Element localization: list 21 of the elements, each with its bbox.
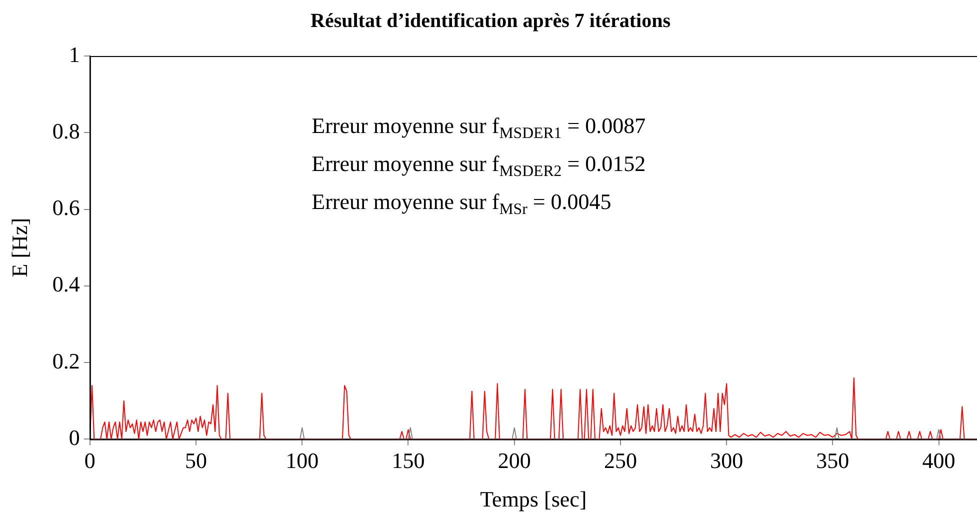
annotation: Erreur moyenne sur f$_{MS}$$_{DER1}$ = 0.0087 (312, 112, 646, 144)
y-tick-label: 1 (68, 42, 80, 67)
y-tick-label: 0 (68, 424, 80, 450)
x-tick-label: 50 (185, 448, 208, 474)
y-tick-label: 0.4 (52, 272, 80, 297)
annotation: Erreur moyenne sur f$_{MS}$$_{r}$ = 0.0045 (312, 188, 612, 220)
chart-title: Résultat d’identification après 7 itérations (310, 10, 671, 32)
x-tick-label: 100 (286, 448, 319, 474)
y-tick-label: 0.2 (52, 348, 80, 374)
x-tick-label: 200 (498, 448, 531, 474)
x-tick-label: 250 (604, 448, 637, 474)
x-tick-label: 300 (710, 448, 744, 474)
y-tick-label: 0.6 (52, 195, 80, 220)
annotation: Erreur moyenne sur f$_{MS}$$_{DER2}$ = 0.0152 (312, 150, 646, 182)
y-tick-label: 0.8 (52, 118, 80, 144)
x-tick-label: 150 (392, 448, 425, 474)
x-tick-label: 400 (922, 448, 956, 474)
x-tick-label: 350 (816, 448, 850, 474)
x-tick-label: 0 (84, 448, 96, 474)
y-axis-title: E [Hz] (6, 218, 32, 278)
x-axis-title: Temps [sec] (480, 486, 587, 512)
